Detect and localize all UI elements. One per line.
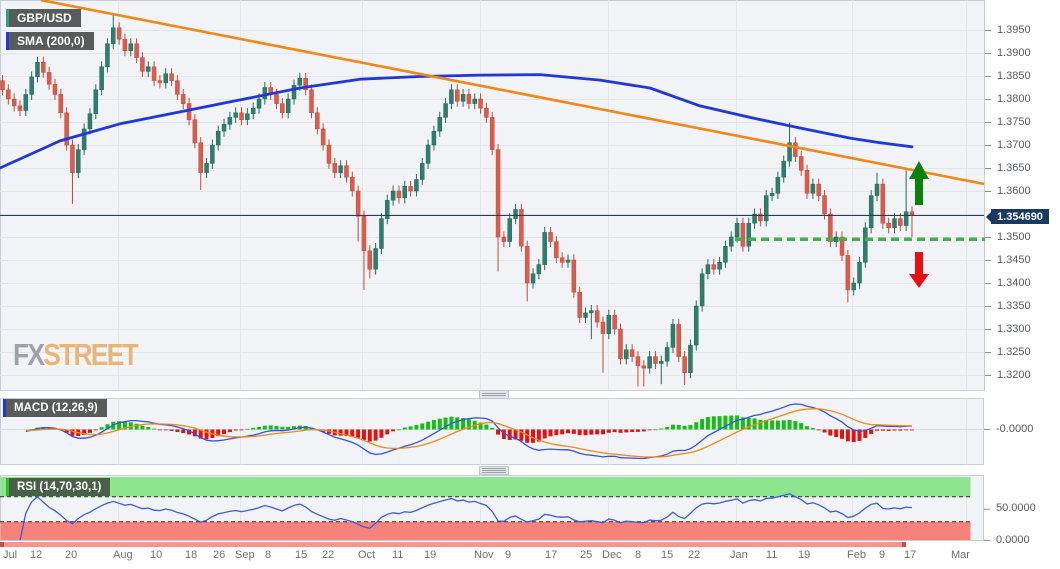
fxstreet-logo-fx: FX xyxy=(13,337,45,372)
macd-badge[interactable]: MACD (12,26,9) xyxy=(3,399,107,417)
macd-histogram xyxy=(29,415,914,443)
fxstreet-logo: FXSTREET xyxy=(13,337,139,373)
symbol-accent-bar xyxy=(6,9,9,27)
macd-signal-line xyxy=(25,408,912,458)
axis-ticks xyxy=(984,30,991,541)
scrollbar-right-cap[interactable] xyxy=(902,542,906,547)
macd-label: MACD (12,26,9) xyxy=(14,402,98,414)
rsi-axis-50: 50.0000 xyxy=(996,502,1036,514)
current-price-badge: 1.354690 xyxy=(986,209,1049,224)
symbol-badge[interactable]: GBP/USD xyxy=(6,9,81,27)
sma-accent-bar xyxy=(6,32,9,50)
rsi-panel-resize-handle[interactable] xyxy=(479,466,509,475)
rsi-oversold-band xyxy=(0,521,971,540)
macd-panel-resize-handle[interactable] xyxy=(479,390,509,399)
gridlines xyxy=(0,0,984,540)
rsi-line xyxy=(8,493,913,540)
macd-axis-value: -0.0000 xyxy=(996,423,1034,435)
rsi-label: RSI (14,70,30,1) xyxy=(17,481,102,493)
sma-label: SMA (200,0) xyxy=(17,34,85,48)
symbol-label: GBP/USD xyxy=(17,11,72,25)
rsi-badge[interactable]: RSI (14,70,30,1) xyxy=(6,478,111,496)
macd-accent-bar xyxy=(3,399,6,417)
time-scrollbar[interactable] xyxy=(0,542,906,547)
fxstreet-logo-street: STREET xyxy=(43,337,138,372)
macd-line xyxy=(25,403,912,460)
sma-badge[interactable]: SMA (200,0) xyxy=(6,32,94,50)
descending-trendline xyxy=(40,0,984,186)
up-arrow-annotation xyxy=(909,161,929,205)
candlestick-series xyxy=(0,13,915,387)
main-panel[interactable] xyxy=(0,0,985,391)
down-arrow-annotation xyxy=(909,252,929,288)
rsi-axis-0: 0.0000 xyxy=(996,534,1030,546)
sma-200-line xyxy=(0,73,914,170)
rsi-overbought-band xyxy=(0,477,971,497)
current-price-value: 1.354690 xyxy=(997,210,1043,223)
rsi-accent-bar xyxy=(6,478,9,496)
scrollbar-left-cap[interactable] xyxy=(0,542,4,547)
